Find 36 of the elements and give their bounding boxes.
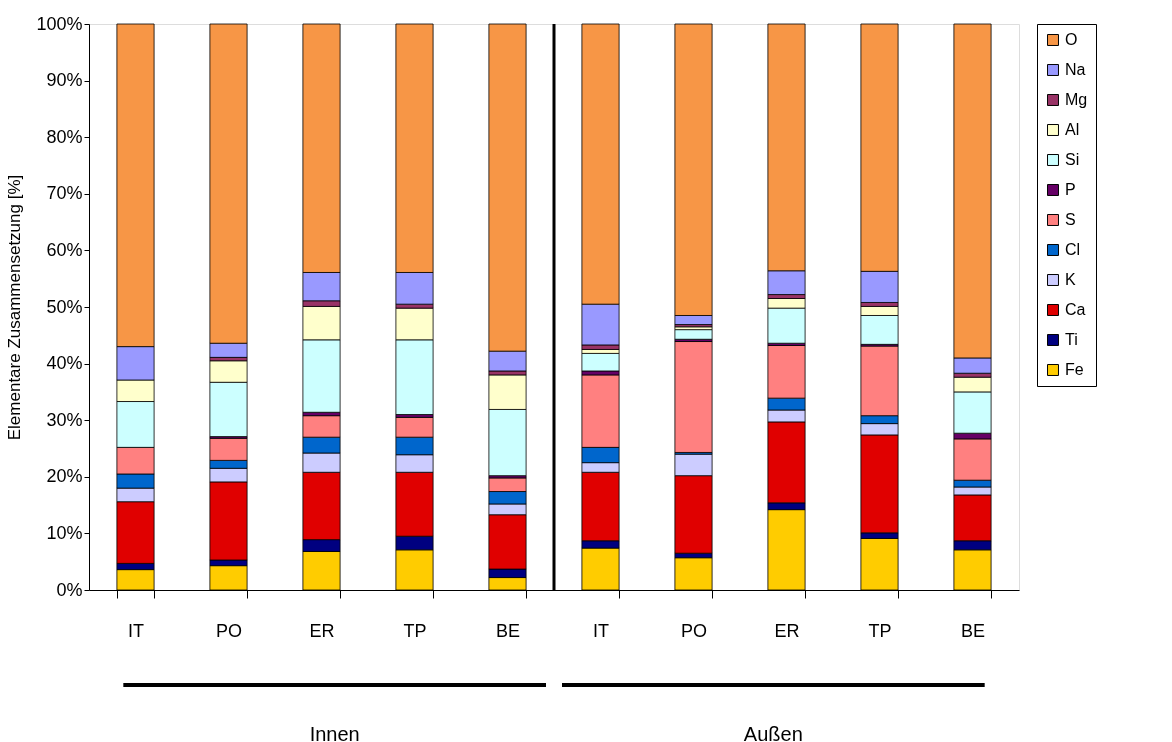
y-tick-label: 90% [46, 70, 83, 91]
y-tick-label: 50% [46, 296, 83, 317]
text: Innen [309, 723, 360, 742]
x-tick-label: TP [868, 620, 892, 641]
x-tick-label: IT [593, 620, 609, 641]
legend-label: Cl [1065, 241, 1081, 258]
x-tick-label: ER [309, 620, 335, 641]
legend-label: S [1065, 211, 1076, 228]
legend-label: Ti [1065, 331, 1078, 348]
y-tick-label: 10% [46, 522, 83, 543]
legend-label: Al [1065, 121, 1080, 138]
y-tick-label: 80% [46, 126, 83, 147]
x-tick-label: PO [680, 620, 708, 641]
x-tick-label: BE [960, 620, 986, 641]
y-tick-label: 100% [36, 13, 83, 34]
legend-label: Si [1065, 151, 1080, 168]
y-tick-label: 30% [46, 409, 83, 430]
x-tick-label: ER [774, 620, 800, 641]
x-tick-label: TP [403, 620, 427, 641]
legend-label: K [1065, 271, 1076, 288]
y-tick-label: 0% [56, 579, 83, 600]
x-tick-label: IT [128, 620, 144, 641]
y-axis-title: Elementare Zusammensetzung [%] [5, 174, 25, 441]
legend-label: P [1065, 181, 1076, 198]
y-tick-label: 70% [46, 183, 83, 204]
x-tick-label: PO [215, 620, 243, 641]
y-tick-label: 40% [46, 353, 83, 374]
x-tick-label: BE [495, 620, 521, 641]
legend-label: Mg [1065, 91, 1088, 108]
legend-label: Ca [1065, 301, 1086, 318]
legend-label: O [1065, 31, 1078, 48]
text: Außen [743, 723, 803, 742]
legend-label: Fe [1065, 361, 1084, 378]
y-tick-label: 20% [46, 466, 83, 487]
y-tick-label: 60% [46, 239, 83, 260]
legend-label: Na [1065, 61, 1086, 78]
